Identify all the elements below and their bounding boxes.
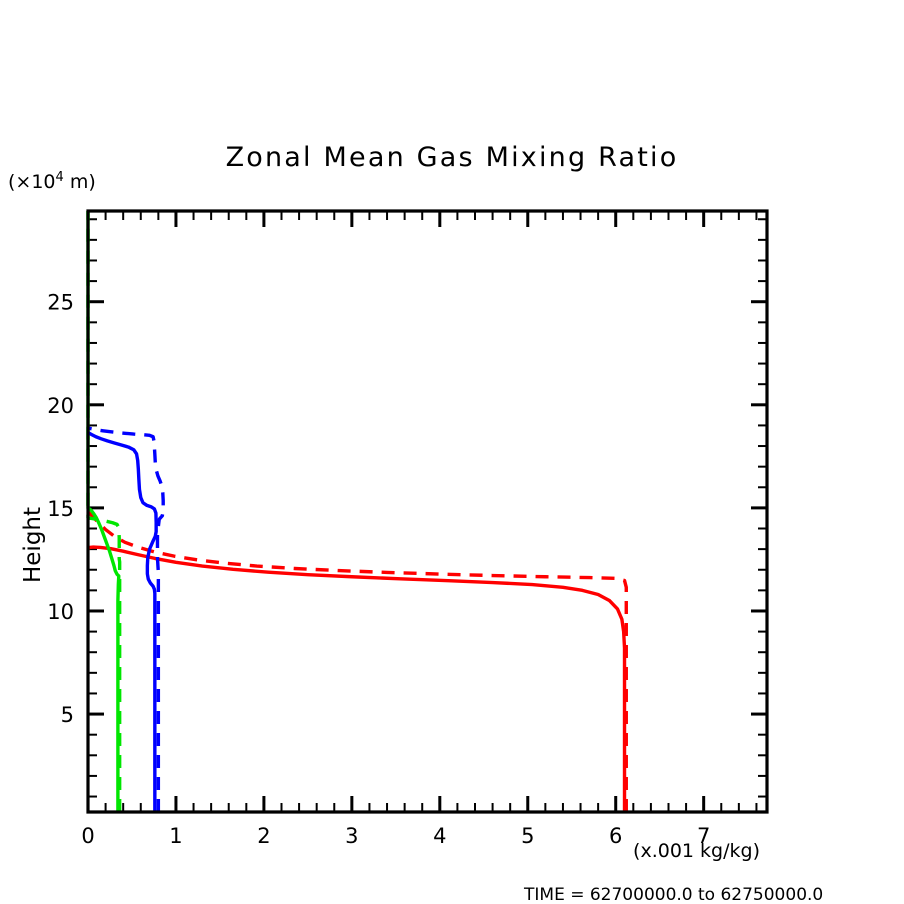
series-red-solid: [87, 545, 627, 812]
chart-title: Zonal Mean Gas Mixing Ratio: [226, 142, 679, 173]
x-tick-label: 4: [433, 824, 446, 848]
x-tick-label: 6: [609, 824, 622, 848]
y-tick-label: 15: [47, 497, 74, 521]
x-tick-label: 5: [521, 824, 534, 848]
y-unit-tail: m): [64, 171, 96, 193]
x-tick-label: 3: [345, 824, 358, 848]
series-blue-dashed: [87, 426, 165, 812]
y-tick-label: 5: [61, 703, 74, 727]
y-unit-base: (×10: [8, 171, 56, 193]
axis-tick-labels: 0 1 2 3 4 5 6 7 5 10 15 20 25: [47, 291, 710, 848]
x-axis-unit-label: (x.001 kg/kg): [633, 840, 760, 862]
plot-frame: [86, 209, 769, 814]
series-green-dashed: [86, 211, 122, 812]
x-tick-label: 1: [169, 824, 182, 848]
series-red-dashed: [86, 510, 628, 812]
series-blue-solid: [87, 431, 158, 812]
y-tick-label: 10: [47, 600, 74, 624]
y-tick-label: 20: [47, 394, 74, 418]
y-tick-label: 25: [47, 291, 74, 315]
x-tick-label: 2: [257, 824, 270, 848]
y-axis-title: Height: [20, 507, 46, 583]
x-tick-label: 0: [81, 824, 94, 848]
y-unit-exponent: 4: [56, 170, 64, 185]
chart-caption: TIME = 62700000.0 to 62750000.0: [523, 885, 823, 904]
y-axis-unit-label: (×104 m): [8, 170, 96, 193]
x-tick-label: 7: [697, 824, 710, 848]
